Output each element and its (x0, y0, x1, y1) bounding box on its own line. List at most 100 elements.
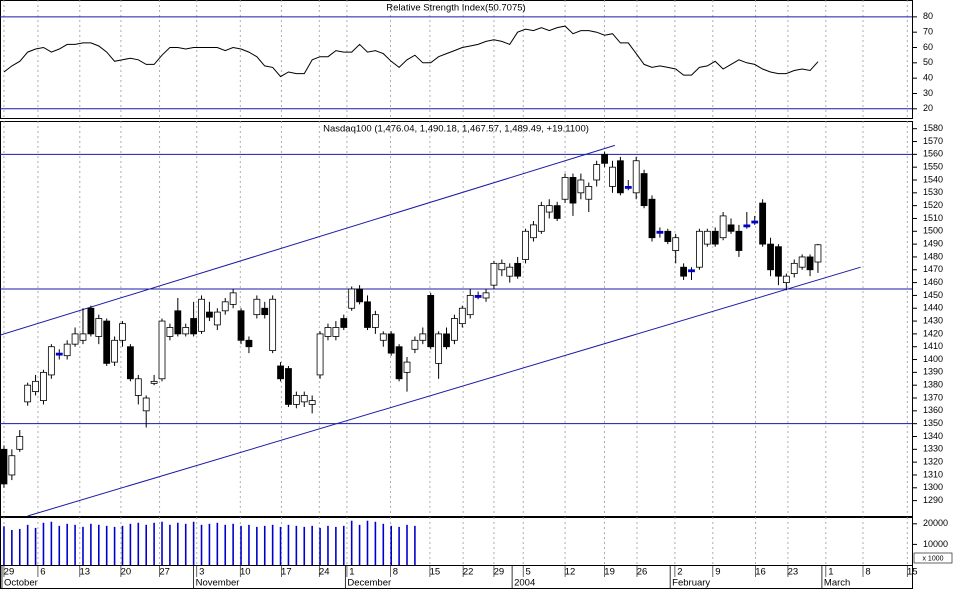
y-tick-label: 40 (923, 73, 933, 83)
trend-line (0, 144, 615, 336)
candle-body (498, 262, 506, 271)
candle-body (63, 343, 71, 357)
candle-body (664, 230, 672, 242)
candle-body (340, 318, 348, 328)
candle-body (32, 380, 39, 393)
candle-body (458, 307, 466, 325)
candle-body (237, 310, 245, 341)
x-tick-label: 10 (240, 567, 251, 578)
x-tick-label: 8 (865, 567, 870, 578)
y-tick-label: 1340 (923, 431, 943, 441)
panel-frame (0, 517, 913, 566)
x-tick-label: 1 (828, 567, 833, 578)
candle-body (332, 327, 340, 337)
candle-body (767, 243, 774, 271)
candle-body (806, 256, 814, 271)
month-label: 2004 (514, 578, 535, 589)
candle-body (735, 230, 743, 251)
candle-body (47, 346, 55, 376)
candle-body (221, 301, 229, 312)
x-tick-label: 26 (637, 567, 648, 578)
candle-body (609, 166, 616, 187)
candle-body (174, 310, 182, 335)
candle-body (253, 298, 261, 316)
candle-body (371, 314, 379, 328)
candle-body (308, 400, 316, 405)
candle-body (40, 371, 47, 401)
candle-body (696, 230, 703, 268)
y-tick-label: 1290 (923, 495, 943, 505)
x-tick-label: 19 (604, 567, 615, 578)
y-tick-label: 1570 (923, 136, 943, 146)
candle-body (103, 320, 111, 364)
y-tick-label: 20000 (923, 518, 948, 528)
candle-body (482, 292, 490, 299)
x-tick-label: 20 (121, 567, 132, 578)
x-tick-label: 12 (565, 567, 576, 578)
y-tick-label: 1390 (923, 367, 943, 377)
x-tick-label: 16 (755, 567, 766, 578)
candle-body (656, 230, 664, 234)
x-tick-label: 9 (715, 567, 720, 578)
candle-body (387, 333, 395, 354)
candle-body (585, 186, 593, 200)
candle-body (395, 346, 403, 380)
x-tick-label: 15 (430, 567, 441, 578)
candle-body (775, 246, 782, 277)
y-tick-label: 30 (923, 88, 933, 98)
candle-body (206, 311, 213, 318)
candle-body (356, 288, 363, 303)
candle-body (285, 368, 292, 405)
candle-body (95, 318, 103, 337)
candle-body (790, 262, 798, 275)
candle-body (150, 380, 158, 384)
candle-body (743, 224, 751, 228)
candle-body (553, 205, 561, 219)
y-tick-label: 10000 (923, 539, 948, 549)
candle-body (561, 177, 569, 200)
x-axis-frame (0, 565, 913, 589)
y-tick-label: 1450 (923, 290, 943, 300)
candle-body (506, 266, 514, 277)
candle-body (751, 220, 759, 224)
candle-body (142, 397, 150, 412)
y-tick-label: 80 (923, 11, 933, 21)
unit-note-box (913, 552, 953, 564)
candle-body (245, 339, 253, 348)
candle-body (703, 230, 711, 245)
candle-body (348, 288, 356, 309)
panel-title: Relative Strength Index(50.7075) (386, 3, 525, 14)
candle-body (782, 275, 790, 283)
candle-body (87, 307, 95, 335)
candle-body (0, 448, 8, 485)
candle-body (292, 395, 300, 405)
y-tick-label: 70 (923, 27, 933, 37)
candle-body (688, 269, 695, 273)
x-tick-label: 17 (281, 567, 292, 578)
y-tick-label: 1440 (923, 303, 943, 313)
trend-line (27, 266, 861, 517)
x-tick-label: 13 (80, 567, 91, 578)
y-tick-label: 1550 (923, 162, 943, 172)
x-tick-label: 6 (40, 567, 45, 578)
y-tick-label: 1320 (923, 457, 943, 467)
y-tick-label: 1510 (923, 213, 943, 223)
y-tick-label: 1480 (923, 251, 943, 261)
y-tick-label: 1400 (923, 354, 943, 364)
candle-body (569, 177, 577, 204)
candle-body (711, 230, 719, 245)
candle-body (111, 339, 118, 363)
y-tick-label: 50 (923, 57, 933, 67)
candle-body (522, 230, 529, 260)
candle-body (182, 327, 190, 335)
candle-body (577, 179, 585, 194)
candle-body (158, 320, 166, 380)
month-label: December (347, 578, 391, 589)
candle-body (593, 164, 601, 181)
candle-body (364, 301, 371, 328)
candle-body (213, 311, 221, 326)
candle-body (16, 436, 24, 450)
y-tick-label: 1560 (923, 149, 943, 159)
y-tick-label: 1500 (923, 226, 943, 236)
y-tick-label: 20 (923, 103, 933, 113)
